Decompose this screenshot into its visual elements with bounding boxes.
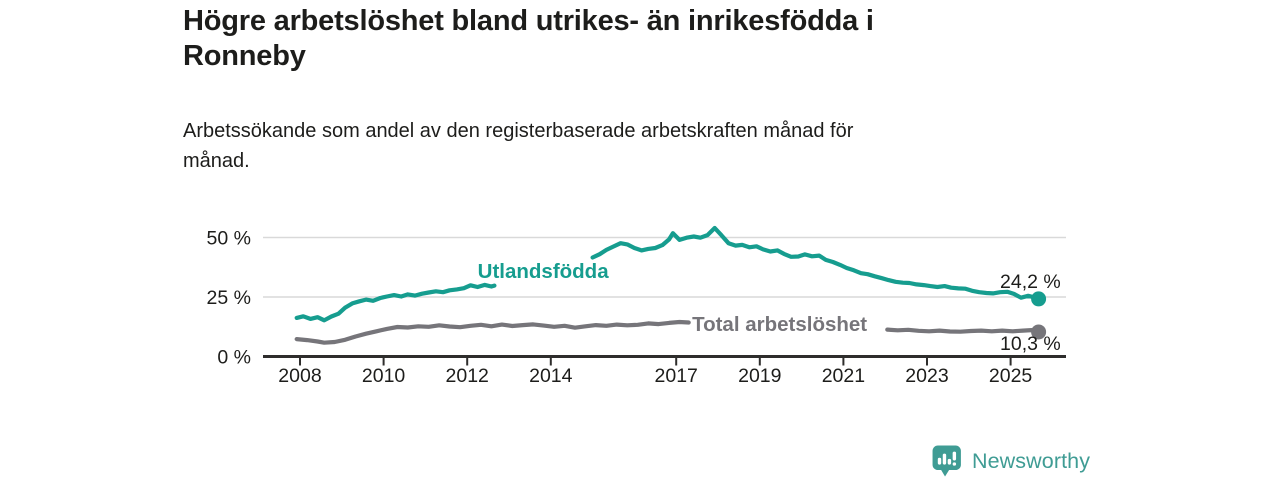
x-tick-label-2019: 2019 bbox=[738, 365, 781, 387]
utlandsf-dda-line-segment-2 bbox=[590, 225, 1041, 301]
x-tick-label-2017: 2017 bbox=[655, 365, 698, 387]
y-tick-label-50: 50 % bbox=[207, 228, 251, 250]
total-arbetsl-shet-end-value-label: 10,3 % bbox=[1000, 333, 1061, 355]
chart-subtitle-line-1: Arbetssökande som andel av den registerb… bbox=[183, 120, 854, 142]
chart-subtitle: Arbetssökande som andel av den registerb… bbox=[183, 116, 1063, 176]
total-arbetsl-shet-line-segment-1 bbox=[294, 319, 691, 345]
x-tick-label-2014: 2014 bbox=[529, 365, 573, 387]
x-tick-label-2025: 2025 bbox=[989, 365, 1033, 387]
utlandsf-dda-line-segment-1 bbox=[294, 282, 497, 323]
newsworthy-logo-icon bbox=[932, 445, 961, 477]
page-title: Högre arbetslöshet bland utrikes- än inr… bbox=[183, 4, 1063, 74]
x-tick-label-2008: 2008 bbox=[278, 365, 321, 387]
total-arbetsl-shet-line-segment-2 bbox=[885, 327, 1041, 335]
newsworthy-branding: Newsworthy bbox=[932, 445, 1090, 478]
page-title-line-2: Ronneby bbox=[183, 40, 306, 72]
total-arbetsl-shet-series-label: Total arbetslöshet bbox=[692, 313, 867, 336]
utlandsf-dda-end-value-label: 24,2 % bbox=[1000, 271, 1061, 293]
y-tick-label-25: 25 % bbox=[207, 287, 251, 309]
x-tick-label-2010: 2010 bbox=[362, 365, 406, 387]
page-title-line-1: Högre arbetslöshet bland utrikes- än inr… bbox=[183, 5, 874, 37]
x-tick-label-2023: 2023 bbox=[905, 365, 948, 387]
newsworthy-logo-text: Newsworthy bbox=[972, 449, 1091, 473]
chart-subtitle-line-2: månad. bbox=[183, 150, 250, 172]
x-tick-label-2021: 2021 bbox=[822, 365, 865, 387]
y-tick-label-0: 0 % bbox=[217, 347, 251, 369]
x-tick-label-2012: 2012 bbox=[446, 365, 489, 387]
utlandsf-dda-end-dot bbox=[1031, 291, 1047, 307]
utlandsf-dda-series-label: Utlandsfödda bbox=[478, 260, 610, 283]
total-arbetsl-shet-end-dot bbox=[1031, 324, 1047, 340]
